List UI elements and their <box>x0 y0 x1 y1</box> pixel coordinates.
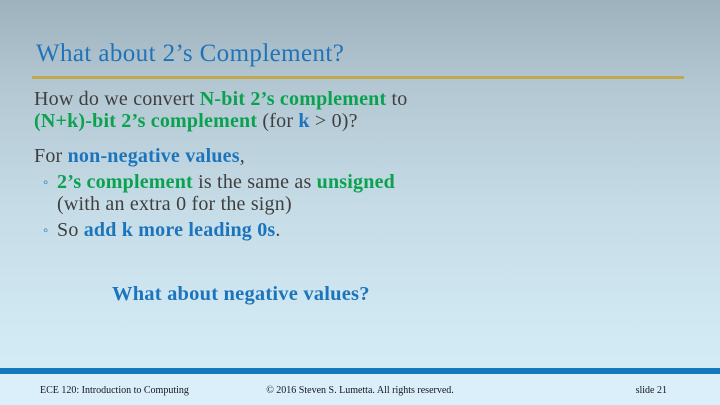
bullet-item-leading-zeros: ◦ So add k more leading 0s. <box>34 219 654 241</box>
circle-bullet-icon: ◦ <box>43 223 49 239</box>
slide-title: What about 2’s Complement? <box>36 40 345 67</box>
text-run: to <box>386 88 408 110</box>
text-run: So <box>57 219 84 241</box>
text-run-emphasis: 2’s complement <box>57 171 193 193</box>
text-run-emphasis: add k more leading 0s <box>83 219 276 241</box>
text-run-emphasis: (N+k)-bit 2’s complement <box>34 110 258 132</box>
question-text: What about negative values? <box>112 283 370 305</box>
text-run: . <box>275 219 281 241</box>
footer-copyright: © 2016 Steven S. Lumetta. All rights res… <box>266 385 454 396</box>
text-run: (for <box>257 110 299 132</box>
text-run: , <box>239 145 245 167</box>
circle-bullet-icon: ◦ <box>43 175 49 191</box>
text-run-emphasis: N-bit 2’s complement <box>199 88 387 110</box>
footer-bar <box>0 368 720 374</box>
text-run-emphasis: non-negative values <box>67 145 240 167</box>
text-run: is the same as <box>192 171 317 193</box>
footer-course: ECE 120: Introduction to Computing <box>40 385 189 396</box>
paragraph-nonnegative: For non-negative values, <box>34 145 654 167</box>
bullet-item-complement: ◦ 2’s complement is the same as unsigned (… <box>34 171 654 215</box>
text-run: > 0)? <box>309 110 358 132</box>
text-run-emphasis: k <box>298 110 310 132</box>
title-underline <box>32 76 684 79</box>
footer: ECE 120: Introduction to Computing © 201… <box>0 374 720 405</box>
text-run: For <box>34 145 68 167</box>
text-run-emphasis: unsigned <box>316 171 395 193</box>
text-run: (with an extra 0 for the sign) <box>57 193 292 215</box>
text-run: How do we convert <box>34 88 200 110</box>
footer-slide-number: slide 21 <box>635 385 667 396</box>
slide-body: How do we convert N-bit 2’s complement t… <box>34 88 654 305</box>
paragraph-convert: How do we convert N-bit 2’s complement t… <box>34 88 654 132</box>
